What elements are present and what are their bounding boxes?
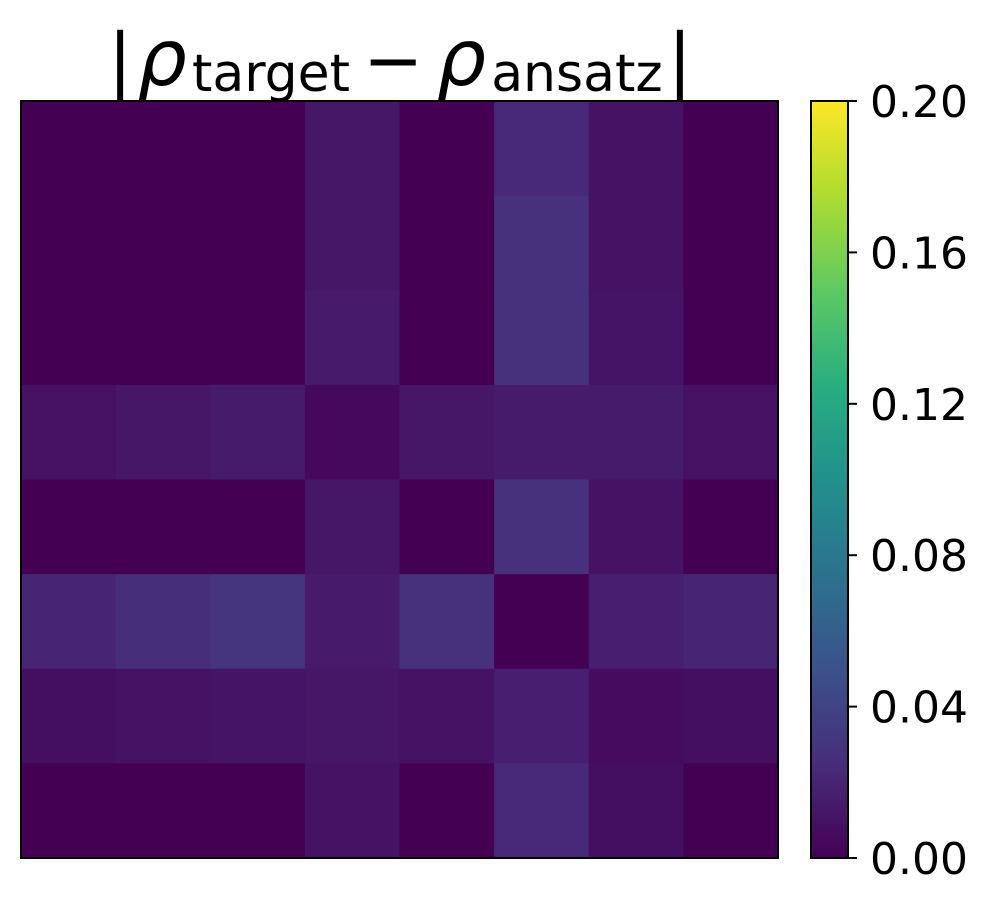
heatmap-cell-r0-c1 xyxy=(115,101,211,197)
heatmap-cell-r0-c3 xyxy=(304,101,400,197)
heatmap-cell-r3-c5 xyxy=(494,384,590,480)
heatmap-cell-r2-c4 xyxy=(399,290,495,386)
heatmap-cell-r4-c6 xyxy=(588,479,684,575)
heatmap-cell-r7-c5 xyxy=(494,763,590,859)
heatmap-cell-r0-c2 xyxy=(210,101,306,197)
heatmap-cell-r6-c3 xyxy=(304,668,400,764)
heatmap-cell-r5-c5 xyxy=(494,574,590,670)
colorbar-tick-label-3: 0.12 xyxy=(870,380,968,431)
colorbar-tick-label-4: 0.16 xyxy=(870,228,968,279)
heatmap-cell-r4-c7 xyxy=(683,479,779,575)
heatmap-cell-r5-c7 xyxy=(683,574,779,670)
heatmap-cell-r7-c3 xyxy=(304,763,400,859)
heatmap-cell-r0-c4 xyxy=(399,101,495,197)
chart-title: | ρ target − ρ ansatz | xyxy=(108,14,692,104)
heatmap-cell-r1-c7 xyxy=(683,195,779,291)
heatmap-frame xyxy=(20,100,779,859)
heatmap-cell-r0-c0 xyxy=(21,101,117,197)
heatmap-cell-r2-c2 xyxy=(210,290,306,386)
heatmap-cell-r6-c7 xyxy=(683,668,779,764)
heatmap-cell-r5-c4 xyxy=(399,574,495,670)
heatmap-cell-r3-c1 xyxy=(115,384,211,480)
heatmap-cell-r4-c1 xyxy=(115,479,211,575)
title-rho-2: ρ xyxy=(437,14,487,104)
heatmap-cell-r5-c1 xyxy=(115,574,211,670)
heatmap-cell-r1-c5 xyxy=(494,195,590,291)
heatmap-cell-r7-c0 xyxy=(21,763,117,859)
heatmap-cell-r2-c5 xyxy=(494,290,590,386)
colorbar-tick-label-5: 0.20 xyxy=(870,77,968,128)
heatmap-cell-r3-c4 xyxy=(399,384,495,480)
title-left-bar: | xyxy=(108,18,132,103)
heatmap-cell-r5-c2 xyxy=(210,574,306,670)
heatmap-cell-r3-c0 xyxy=(21,384,117,480)
heatmap-cell-r4-c2 xyxy=(210,479,306,575)
heatmap-cell-r4-c4 xyxy=(399,479,495,575)
colorbar-tick-label-0: 0.00 xyxy=(870,834,968,885)
heatmap-cell-r1-c2 xyxy=(210,195,306,291)
heatmap-cell-r0-c7 xyxy=(683,101,779,197)
heatmap-cell-r4-c0 xyxy=(21,479,117,575)
heatmap-cell-r6-c2 xyxy=(210,668,306,764)
heatmap-cell-r7-c4 xyxy=(399,763,495,859)
heatmap-cell-r5-c0 xyxy=(21,574,117,670)
heatmap-cell-r2-c0 xyxy=(21,290,117,386)
heatmap-cell-r3-c3 xyxy=(304,384,400,480)
heatmap-cell-r3-c7 xyxy=(683,384,779,480)
heatmap-cell-r7-c6 xyxy=(588,763,684,859)
heatmap-cell-r5-c3 xyxy=(304,574,400,670)
heatmap-cell-r7-c2 xyxy=(210,763,306,859)
heatmap-cell-r4-c5 xyxy=(494,479,590,575)
heatmap-cell-r7-c7 xyxy=(683,763,779,859)
heatmap-cell-r6-c6 xyxy=(588,668,684,764)
heatmap-cells xyxy=(21,101,779,859)
heatmap-cell-r5-c6 xyxy=(588,574,684,670)
heatmap-cell-r6-c4 xyxy=(399,668,495,764)
title-subscript-target: target xyxy=(192,44,350,104)
title-minus: − xyxy=(363,18,423,102)
heatmap-cell-r2-c1 xyxy=(115,290,211,386)
heatmap-cell-r6-c1 xyxy=(115,668,211,764)
title-rho-1: ρ xyxy=(137,14,187,104)
heatmap-cell-r1-c0 xyxy=(21,195,117,291)
colorbar xyxy=(811,101,848,858)
heatmap-cell-r7-c1 xyxy=(115,763,211,859)
heatmap-cell-r1-c6 xyxy=(588,195,684,291)
heatmap-cell-r1-c4 xyxy=(399,195,495,291)
heatmap-cell-r0-c6 xyxy=(588,101,684,197)
heatmap-cell-r3-c2 xyxy=(210,384,306,480)
heatmap-cell-r2-c7 xyxy=(683,290,779,386)
heatmap-cell-r6-c5 xyxy=(494,668,590,764)
title-right-bar: | xyxy=(668,18,692,103)
colorbar-tick-label-1: 0.04 xyxy=(870,683,968,734)
colorbar-tick-label-2: 0.08 xyxy=(870,531,968,582)
heatmap-cell-r2-c6 xyxy=(588,290,684,386)
heatmap-cell-r4-c3 xyxy=(304,479,400,575)
colorbar-ticks: 0.00 0.04 0.08 0.12 0.16 0.20 xyxy=(848,77,968,885)
heatmap-cell-r2-c3 xyxy=(304,290,400,386)
title-subscript-ansatz: ansatz xyxy=(491,44,662,104)
heatmap-cell-r1-c3 xyxy=(304,195,400,291)
heatmap-cell-r1-c1 xyxy=(115,195,211,291)
heatmap-cell-r0-c5 xyxy=(494,101,590,197)
colorbar-frame xyxy=(810,100,849,859)
heatmap-cell-r6-c0 xyxy=(21,668,117,764)
heatmap-cell-r3-c6 xyxy=(588,384,684,480)
